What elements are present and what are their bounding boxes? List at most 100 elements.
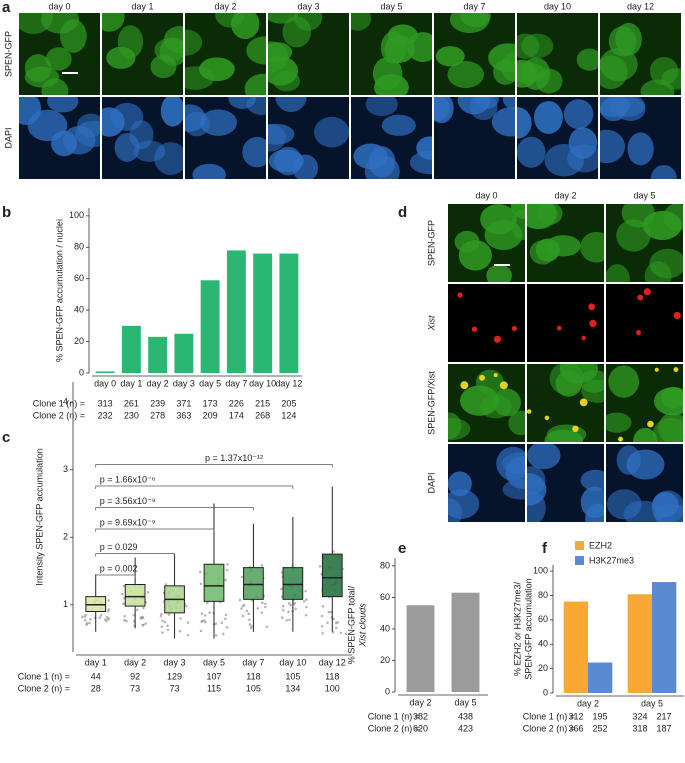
micrograph-bg (606, 284, 683, 362)
n-value: 118 (246, 671, 260, 681)
jitter-dot (123, 614, 126, 618)
jitter-dot (281, 604, 285, 608)
nucleus (282, 16, 312, 48)
n-value: 366 (568, 723, 583, 733)
nucleus (19, 13, 53, 34)
jitter-dot (326, 621, 329, 624)
jitter-dot (161, 631, 164, 634)
nucleus (536, 204, 563, 225)
y-tick-label: 80 (538, 590, 548, 600)
nucleus (511, 209, 525, 241)
x-tick-label: day 3 (173, 378, 195, 388)
spot (471, 326, 478, 332)
bar (406, 605, 435, 692)
nucleus (606, 264, 630, 282)
y-tick-label: 60 (380, 592, 390, 602)
x-tick-label: day 1 (120, 378, 142, 388)
nucleus (580, 231, 604, 263)
nuclei (351, 13, 432, 95)
p-value: p = 3.56x10⁻⁹ (100, 496, 156, 506)
nucleus (381, 114, 416, 136)
jitter-dot (185, 604, 188, 608)
column-label: day 12 (627, 1, 654, 11)
spot (460, 381, 469, 390)
panel-letter: b (2, 204, 11, 221)
nucleus (246, 97, 266, 115)
y-tick-label: 40 (74, 305, 84, 315)
box (321, 553, 343, 598)
n-value: 105 (246, 683, 261, 693)
jitter-dot (256, 607, 260, 610)
row-label: SPEN-GFP (426, 220, 436, 266)
n-row-label: Clone 2 (n) = (33, 410, 85, 420)
n-value: 92 (130, 671, 140, 681)
nucleus (351, 13, 372, 31)
nucleus (185, 29, 203, 56)
jitter-dot (99, 613, 103, 617)
significance-bracket (95, 507, 254, 511)
nuclei (185, 13, 266, 95)
spot (511, 325, 517, 332)
nucleus (76, 113, 100, 137)
x-tick-label: day 1 (85, 657, 107, 667)
significance-bracket (95, 574, 136, 578)
nuclei (606, 204, 683, 282)
x-tick-label: day 5 (199, 378, 221, 388)
n-value: 73 (170, 683, 180, 693)
jitter-dot (186, 621, 190, 624)
nucleus (517, 62, 547, 83)
spot (673, 367, 679, 372)
jitter-dot (125, 619, 128, 623)
jitter-dot (146, 591, 150, 594)
jitter-dot (166, 628, 170, 632)
significance-bracket (95, 464, 333, 468)
n-row-label: Clone 2 (n) = (523, 723, 575, 733)
jitter-dot (139, 617, 143, 620)
legend-label: H3K27me3 (589, 555, 634, 565)
spot (499, 381, 508, 390)
n-value: 217 (656, 711, 671, 721)
nuclei (606, 365, 683, 442)
nucleus (448, 489, 480, 519)
nucleus (649, 56, 679, 86)
nucleus (24, 54, 52, 83)
jitter-dot (121, 592, 124, 596)
x-tick-label: day 7 (225, 378, 247, 388)
jitter-dot (142, 606, 145, 610)
nucleus (185, 66, 215, 90)
nucleus (373, 74, 409, 95)
nucleus (502, 479, 525, 500)
nucleus (546, 424, 587, 442)
box (282, 567, 304, 600)
jitter-dot (240, 607, 243, 610)
nucleus (458, 240, 492, 271)
jitter-dot (238, 598, 242, 602)
y-tick-label: 20 (74, 336, 84, 346)
jitter-dot (265, 625, 269, 629)
nucleus (199, 109, 237, 136)
jitter-dot (321, 632, 324, 635)
micrograph (600, 97, 681, 179)
jitter-dot (320, 614, 324, 618)
spot (588, 303, 596, 311)
row-label: DAPI (3, 127, 13, 148)
nucleus (457, 97, 491, 115)
jitter-dot (164, 583, 168, 586)
nucleus (435, 46, 465, 67)
nucleus (653, 417, 683, 442)
panel-letter: c (2, 429, 10, 446)
jitter-dot (329, 610, 333, 614)
nucleus (192, 163, 226, 179)
nucleus (416, 136, 432, 160)
x-tick-label: day 10 (249, 378, 276, 388)
box (124, 584, 146, 607)
n-value: 107 (206, 671, 221, 681)
jitter-dot (179, 617, 182, 620)
nucleus (600, 97, 630, 118)
column-label: day 0 (475, 190, 497, 200)
n-value: 226 (229, 398, 244, 408)
bar (451, 592, 480, 692)
jitter-dot (224, 613, 228, 617)
nucleus (268, 123, 286, 152)
